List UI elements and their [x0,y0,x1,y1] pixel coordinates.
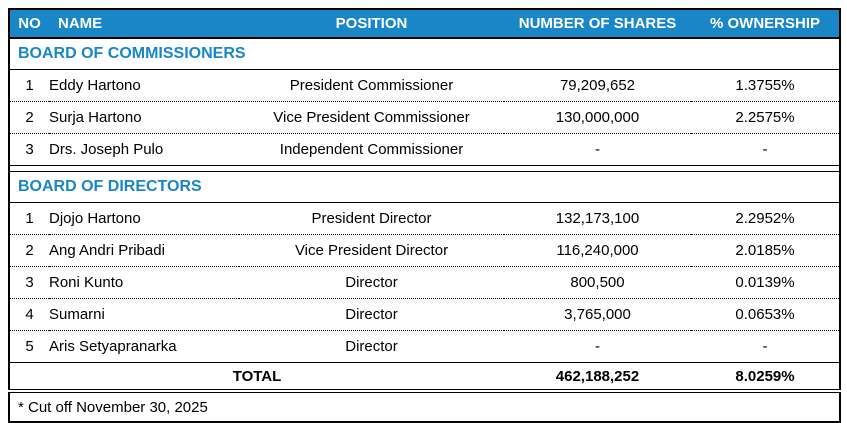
total-shares: 462,188,252 [504,362,691,393]
cell-shares: 79,209,652 [504,69,691,102]
cell-ownership: 2.2952% [691,202,840,235]
footnote-text: * Cut off November 30, 2025 [18,398,208,416]
cell-position: President Commissioner [239,69,504,102]
cell-position: Independent Commissioner [239,133,504,166]
table-row: 1 Djojo Hartono President Director 132,1… [9,202,840,235]
cell-position: Vice President Commissioner [239,101,504,134]
cell-shares: 3,765,000 [504,298,691,331]
col-header-ownership: % OWNERSHIP [691,9,840,39]
cell-name: Djojo Hartono [49,202,239,235]
cell-no: 1 [9,202,49,235]
section-title-text: BOARD OF COMMISSIONERS [9,38,840,70]
section-title-commissioners: BOARD OF COMMISSIONERS [9,38,840,70]
col-header-name: NAME [49,9,239,39]
col-header-no: NO [9,9,49,39]
section-title-text: BOARD OF DIRECTORS [9,171,840,203]
total-ownership: 8.0259% [691,362,840,393]
table-row: 2 Surja Hartono Vice President Commissio… [9,101,840,134]
cell-name: Aris Setyapranarka [49,330,239,363]
table-row: 3 Roni Kunto Director 800,500 0.0139% [9,266,840,299]
cell-ownership: 0.0653% [691,298,840,331]
cell-no: 4 [9,298,49,331]
table-row: 2 Ang Andri Pribadi Vice President Direc… [9,234,840,267]
cell-name: Surja Hartono [49,101,239,134]
table-row: 1 Eddy Hartono President Commissioner 79… [9,69,840,102]
cell-position: Director [239,266,504,299]
section-title-directors: BOARD OF DIRECTORS [9,171,840,203]
cell-no: 2 [9,101,49,134]
cell-shares: - [504,133,691,166]
cell-name: Eddy Hartono [49,69,239,102]
cell-name: Drs. Joseph Pulo [49,133,239,166]
table-row: 3 Drs. Joseph Pulo Independent Commissio… [9,133,840,166]
total-label: TOTAL [9,362,504,393]
cell-no: 2 [9,234,49,267]
cell-ownership: 1.3755% [691,69,840,102]
cell-ownership: - [691,133,840,166]
total-row: TOTAL 462,188,252 8.0259% [9,362,840,393]
cell-name: Ang Andri Pribadi [49,234,239,267]
col-header-shares: NUMBER OF SHARES [504,9,691,39]
cell-position: Director [239,298,504,331]
cell-no: 5 [9,330,49,363]
cell-ownership: 2.0185% [691,234,840,267]
cell-shares: 130,000,000 [504,101,691,134]
col-header-position: POSITION [239,9,504,39]
cell-no: 1 [9,69,49,102]
cell-shares: - [504,330,691,363]
cell-position: Vice President Director [239,234,504,267]
cell-shares: 800,500 [504,266,691,299]
cell-ownership: - [691,330,840,363]
section-divider [9,165,840,172]
cell-position: Director [239,330,504,363]
cell-position: President Director [239,202,504,235]
table-header-row: NO NAME POSITION NUMBER OF SHARES % OWNE… [9,9,840,39]
cell-ownership: 2.2575% [691,101,840,134]
cell-name: Sumarni [49,298,239,331]
cell-no: 3 [9,133,49,166]
shareholding-table: NO NAME POSITION NUMBER OF SHARES % OWNE… [8,8,841,423]
table-row: 4 Sumarni Director 3,765,000 0.0653% [9,298,840,331]
table-row: 5 Aris Setyapranarka Director - - [9,330,840,363]
cell-ownership: 0.0139% [691,266,840,299]
cell-shares: 116,240,000 [504,234,691,267]
footnote-row: * Cut off November 30, 2025 [9,391,840,422]
cell-shares: 132,173,100 [504,202,691,235]
cell-no: 3 [9,266,49,299]
cell-name: Roni Kunto [49,266,239,299]
